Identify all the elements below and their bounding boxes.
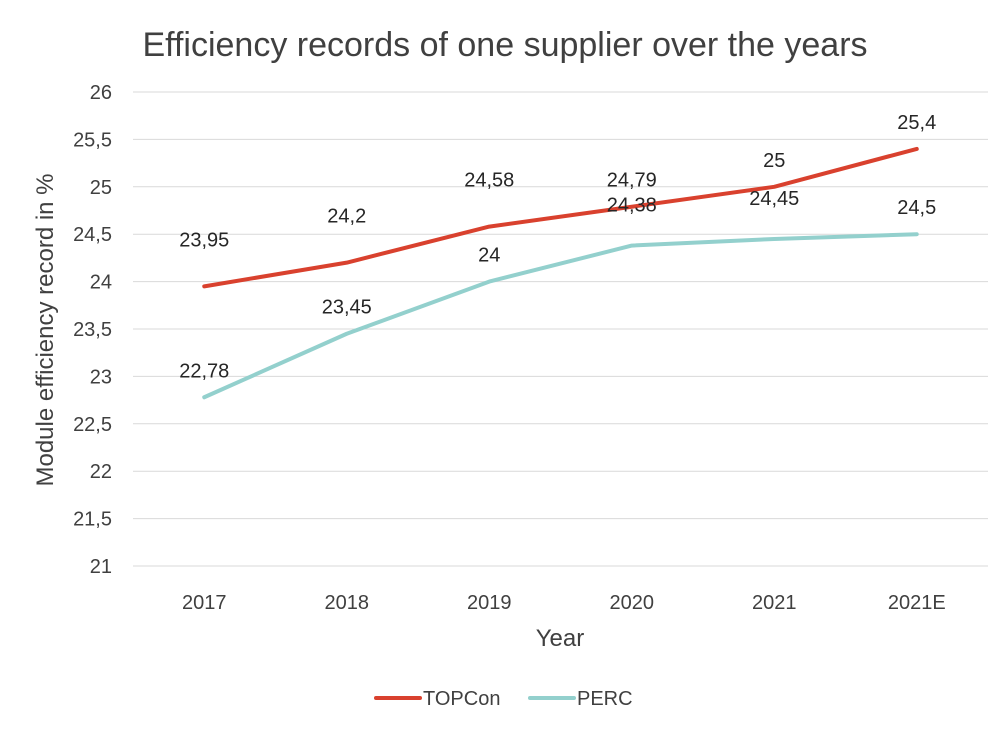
y-tick-label: 24	[90, 272, 112, 294]
data-label: 23,45	[322, 297, 372, 319]
y-tick-label: 22	[90, 461, 112, 483]
data-label: 24,58	[464, 170, 514, 192]
data-label: 24,2	[327, 206, 366, 228]
data-label: 24,38	[607, 195, 657, 217]
x-axis-title: Year	[536, 625, 585, 652]
data-label: 25	[763, 150, 785, 172]
y-tick-label: 21,5	[73, 509, 112, 531]
x-tick-label: 2019	[467, 592, 512, 614]
data-label: 24,79	[607, 170, 657, 192]
series-lines	[202, 146, 919, 400]
y-tick-label: 25,5	[73, 129, 112, 151]
x-tick-label: 2018	[325, 592, 370, 614]
x-axis-ticks: 2017 2018 2019 2020 2021 2021E	[182, 592, 946, 614]
legend-label-topcon: TOPCon	[423, 688, 500, 710]
y-axis-ticks: 21 21,5 22 22,5 23 23,5 24 24,5 25 25,5 26	[73, 82, 112, 578]
y-tick-label: 24,5	[73, 224, 112, 246]
y-axis-title: Module efficiency record in %	[32, 173, 59, 486]
x-tick-label: 2021	[752, 592, 797, 614]
data-label: 24,45	[749, 188, 799, 210]
gridlines	[133, 91, 988, 567]
y-tick-label: 23,5	[73, 319, 112, 341]
y-tick-label: 25	[90, 177, 112, 199]
data-label: 25,4	[897, 112, 936, 134]
legend-label-perc: PERC	[577, 688, 633, 710]
data-label: 22,78	[179, 360, 229, 382]
x-tick-label: 2017	[182, 592, 227, 614]
chart-title: Efficiency records of one supplier over …	[142, 26, 867, 64]
y-tick-label: 23	[90, 366, 112, 388]
x-tick-label: 2021E	[888, 592, 946, 614]
y-tick-label: 26	[90, 82, 112, 104]
data-label: 24	[478, 245, 500, 267]
series-line-topcon	[202, 146, 919, 289]
x-tick-label: 2020	[610, 592, 655, 614]
data-label: 23,95	[179, 229, 229, 251]
y-tick-label: 21	[90, 556, 112, 578]
data-label: 24,5	[897, 197, 936, 219]
series-line-perc	[202, 232, 919, 400]
legend: TOPCon PERC	[374, 688, 633, 710]
y-tick-label: 22,5	[73, 414, 112, 436]
data-labels: 23,95 24,2 24,58 24,79 25 25,4 22,78 23,45 24 24,…	[179, 112, 936, 382]
